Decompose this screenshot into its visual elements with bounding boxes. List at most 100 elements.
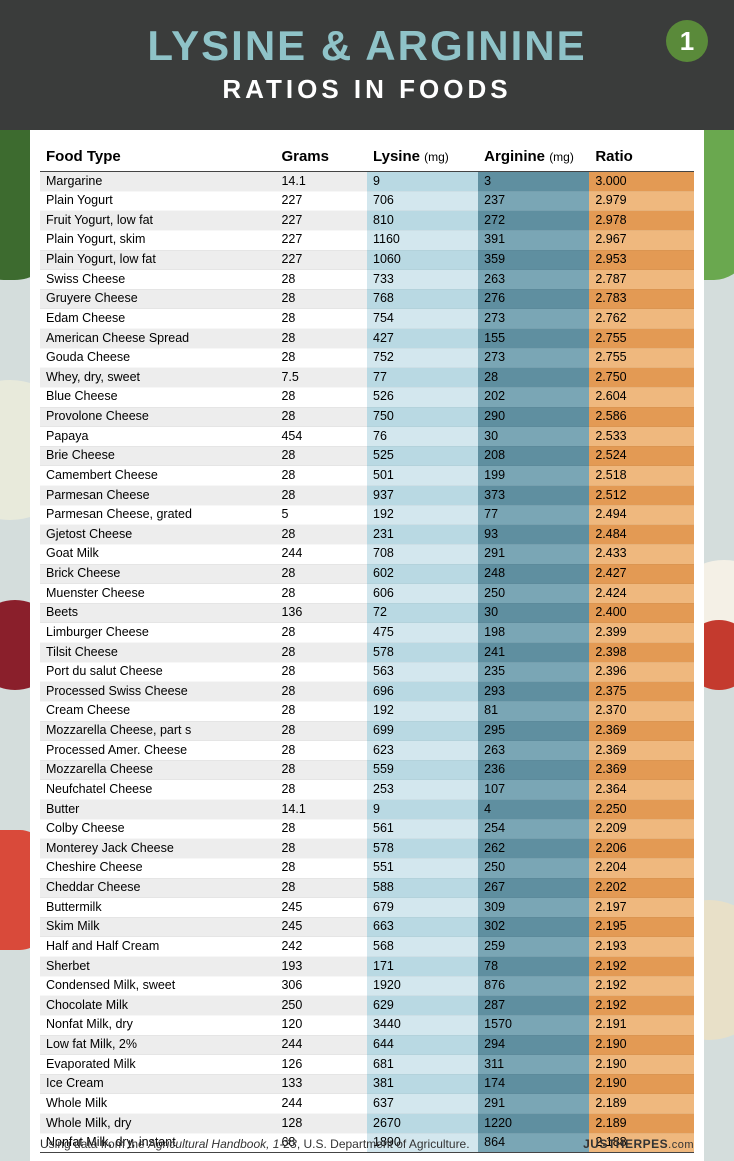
cell-ratio: 2.369 [589,760,694,780]
cell-ratio: 2.494 [589,505,694,525]
footer: Using data from the Agricultural Handboo… [40,1137,694,1151]
cell-food: Margarine [40,172,275,192]
cell-grams: 28 [275,289,367,309]
cell-ratio: 2.192 [589,976,694,996]
cell-arginine: 287 [478,996,589,1016]
table-row: Provolone Cheese287502902.586 [40,407,694,427]
cell-food: Butter [40,800,275,820]
cell-food: Plain Yogurt [40,191,275,211]
cell-grams: 120 [275,1015,367,1035]
table-row: Blue Cheese285262022.604 [40,387,694,407]
cell-ratio: 2.755 [589,329,694,349]
cell-ratio: 2.396 [589,662,694,682]
cell-ratio: 2.787 [589,270,694,290]
col-arginine: Arginine (mg) [478,144,589,172]
table-row: Whey, dry, sweet7.577282.750 [40,368,694,388]
cell-grams: 28 [275,741,367,761]
cell-arginine: 236 [478,760,589,780]
cell-grams: 28 [275,878,367,898]
cell-grams: 28 [275,525,367,545]
table-row: Plain Yogurt, low fat22710603592.953 [40,250,694,270]
cell-lysine: 192 [367,505,478,525]
cell-food: Provolone Cheese [40,407,275,427]
col-lysine: Lysine (mg) [367,144,478,172]
cell-grams: 245 [275,917,367,937]
table-row: Whole Milk2446372912.189 [40,1094,694,1114]
cell-ratio: 2.197 [589,898,694,918]
cell-food: Goat Milk [40,544,275,564]
cell-ratio: 2.191 [589,1015,694,1035]
table-row: Low fat Milk, 2%2446442942.190 [40,1035,694,1055]
table-row: Swiss Cheese287332632.787 [40,270,694,290]
cell-ratio: 2.400 [589,603,694,623]
cell-lysine: 706 [367,191,478,211]
cell-lysine: 231 [367,525,478,545]
cell-grams: 28 [275,446,367,466]
cell-arginine: 302 [478,917,589,937]
cell-ratio: 2.433 [589,544,694,564]
cell-lysine: 1060 [367,250,478,270]
footer-site-name: JUSTHERPES [583,1137,668,1151]
cell-food: Mozzarella Cheese, part s [40,721,275,741]
cell-arginine: 30 [478,427,589,447]
cell-lysine: 937 [367,486,478,506]
footer-source: Using data from the Agricultural Handboo… [40,1137,470,1151]
cell-arginine: 294 [478,1035,589,1055]
cell-ratio: 2.195 [589,917,694,937]
cell-ratio: 2.399 [589,623,694,643]
cell-arginine: 1220 [478,1114,589,1134]
table-row: Mozzarella Cheese285592362.369 [40,760,694,780]
cell-arginine: 291 [478,1094,589,1114]
cell-grams: 227 [275,191,367,211]
cell-food: Cheddar Cheese [40,878,275,898]
cell-lysine: 76 [367,427,478,447]
cell-food: Fruit Yogurt, low fat [40,211,275,231]
footer-site-tld: .com [668,1139,694,1151]
cell-arginine: 259 [478,937,589,957]
cell-ratio: 2.762 [589,309,694,329]
cell-arginine: 4 [478,800,589,820]
cell-ratio: 2.202 [589,878,694,898]
cell-ratio: 2.192 [589,996,694,1016]
cell-grams: 136 [275,603,367,623]
cell-grams: 244 [275,1035,367,1055]
cell-arginine: 78 [478,957,589,977]
cell-grams: 28 [275,701,367,721]
cell-lysine: 606 [367,584,478,604]
cell-arginine: 311 [478,1055,589,1075]
table-row: Parmesan Cheese, grated5192772.494 [40,505,694,525]
cell-food: Chocolate Milk [40,996,275,1016]
table-row: Evaporated Milk1266813112.190 [40,1055,694,1075]
cell-grams: 227 [275,230,367,250]
cell-lysine: 750 [367,407,478,427]
cell-ratio: 2.204 [589,858,694,878]
cell-arginine: 77 [478,505,589,525]
cell-food: Muenster Cheese [40,584,275,604]
cell-grams: 28 [275,584,367,604]
cell-grams: 28 [275,348,367,368]
cell-food: Parmesan Cheese, grated [40,505,275,525]
table-row: Goat Milk2447082912.433 [40,544,694,564]
cell-ratio: 2.427 [589,564,694,584]
table-row: Processed Swiss Cheese286962932.375 [40,682,694,702]
cell-grams: 28 [275,486,367,506]
cell-arginine: 107 [478,780,589,800]
cell-ratio: 2.190 [589,1035,694,1055]
cell-grams: 28 [275,760,367,780]
cell-grams: 28 [275,721,367,741]
cell-ratio: 2.424 [589,584,694,604]
table-row: Beets13672302.400 [40,603,694,623]
table-row: Plain Yogurt2277062372.979 [40,191,694,211]
table-row: Whole Milk, dry128267012202.189 [40,1114,694,1134]
table-row: Mozzarella Cheese, part s286992952.369 [40,721,694,741]
cell-food: Whey, dry, sweet [40,368,275,388]
cell-ratio: 2.206 [589,839,694,859]
cell-arginine: 199 [478,466,589,486]
table-row: Nonfat Milk, dry120344015702.191 [40,1015,694,1035]
cell-ratio: 2.967 [589,230,694,250]
cell-lysine: 253 [367,780,478,800]
cell-ratio: 2.190 [589,1074,694,1094]
cell-ratio: 2.190 [589,1055,694,1075]
table-row: Gjetost Cheese28231932.484 [40,525,694,545]
cell-ratio: 2.484 [589,525,694,545]
